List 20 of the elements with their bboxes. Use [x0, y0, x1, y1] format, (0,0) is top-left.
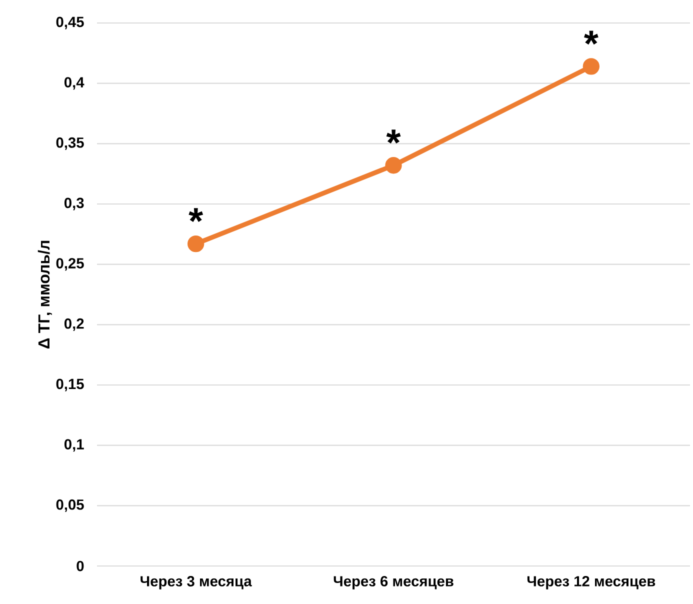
- x-tick-label: Через 3 месяца: [140, 576, 252, 590]
- point: [188, 235, 204, 252]
- y-tick-label: 0,1: [64, 439, 84, 452]
- y-tick-label: 0: [76, 560, 84, 572]
- y-tick-label: 0,3: [64, 198, 84, 210]
- point: [385, 157, 402, 174]
- x-tick-label: Через 6 месяцев: [334, 576, 454, 590]
- point: [582, 58, 600, 75]
- annotation: *: [584, 30, 598, 45]
- y-tick-label: 0,45: [56, 16, 84, 30]
- annotation: *: [386, 130, 401, 144]
- y-axis-title: Δ ТГ, ммоль/л: [38, 240, 52, 349]
- y-tick-label: 0,4: [64, 77, 84, 90]
- y-tick-label: 0,05: [56, 499, 84, 512]
- y-tick-label: 0,35: [56, 137, 84, 150]
- y-tick-label: 0,25: [56, 258, 84, 271]
- y-tick-label: 0,2: [64, 318, 84, 331]
- x-tick-label: Через 12 месяцев: [527, 576, 656, 590]
- annotation: *: [188, 208, 204, 222]
- y-tick-label: 0,15: [56, 378, 84, 392]
